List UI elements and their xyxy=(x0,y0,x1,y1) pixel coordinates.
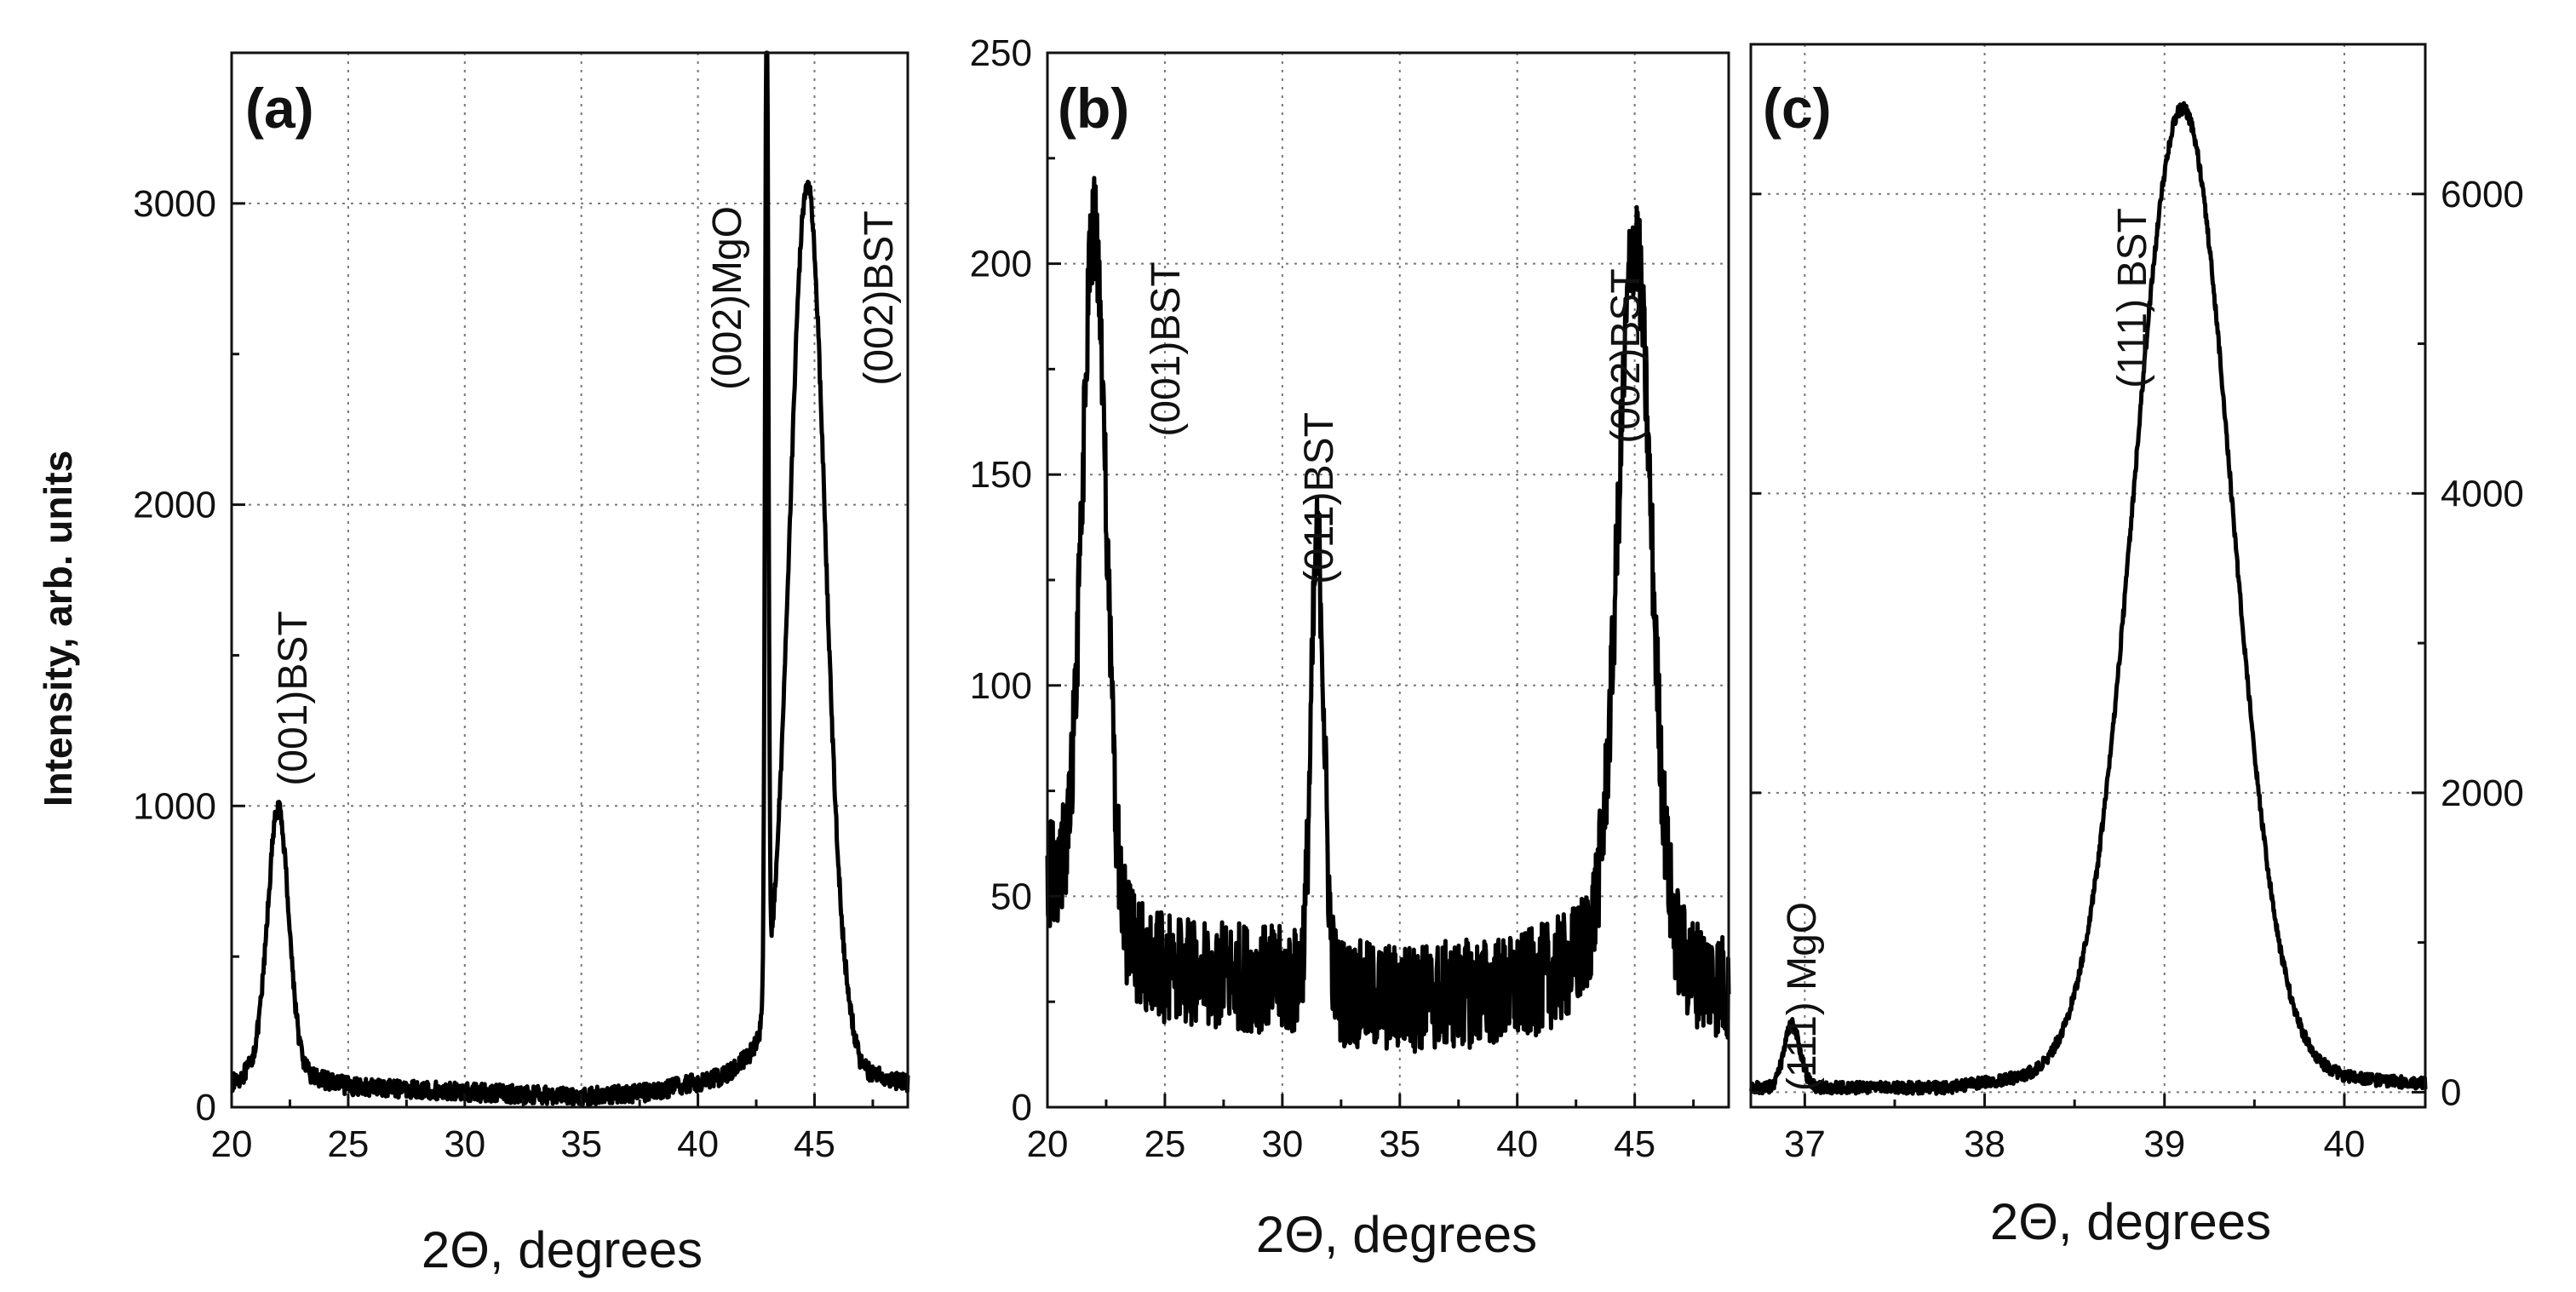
plot-frame-a xyxy=(230,51,909,1109)
x-tick-label: 39 xyxy=(2143,1123,2185,1165)
panel-a: 20 25 30 35 40 45 0 1000 2000 3000 (a) 2Θ, degree… xyxy=(36,50,910,1278)
xrd-curve-a xyxy=(230,50,910,1107)
y-tick-label: 0 xyxy=(2441,1071,2461,1113)
x-tick-label: 25 xyxy=(1144,1123,1185,1165)
x-tick-label: 45 xyxy=(1614,1123,1655,1165)
peak-label: (002)MgO xyxy=(705,206,750,390)
panel-b: 20 25 30 35 40 45 0 50 100 150 200 250 (b) 2Θ, degr… xyxy=(970,32,1731,1263)
x-tick-label: 40 xyxy=(1496,1123,1538,1165)
peak-label: (111) MgO xyxy=(1780,902,1825,1091)
y-tick-label: 150 xyxy=(970,454,1032,496)
x-axis-title-b: 2Θ, degrees xyxy=(1256,1206,1537,1263)
x-tick-label: 40 xyxy=(2323,1123,2365,1165)
y-tick-label: 3000 xyxy=(133,183,216,225)
x-tick-label: 38 xyxy=(1964,1123,2005,1165)
y-tick-label: 1000 xyxy=(133,785,216,827)
x-tick-label: 30 xyxy=(1261,1123,1303,1165)
y-tick-label: 200 xyxy=(970,244,1032,285)
peak-label: (002)BST xyxy=(1604,268,1649,443)
y-tick-label: 0 xyxy=(196,1087,216,1128)
xrd-curve-b xyxy=(1045,175,1731,1054)
panel-label-a: (a) xyxy=(245,77,314,140)
y-tick-label: 100 xyxy=(970,665,1032,707)
peak-label: (001)BST xyxy=(271,611,316,785)
peak-label: (002)BST xyxy=(857,210,902,385)
y-tick-label: 6000 xyxy=(2441,174,2524,215)
xrd-curve-c xyxy=(1749,100,2428,1096)
x-axis-title-a: 2Θ, degrees xyxy=(422,1221,703,1278)
y-tick-label: 0 xyxy=(1012,1087,1032,1128)
y-tick-label: 50 xyxy=(990,876,1032,917)
peak-label: (111) BST xyxy=(2110,208,2155,388)
panel-c: 37 38 39 40 0 2000 4000 6000 (c) 2Θ, degrees (1… xyxy=(1749,43,2524,1250)
x-tick-label: 37 xyxy=(1784,1123,1826,1165)
peak-label: (001)BST xyxy=(1144,261,1189,436)
y-tick-label: 250 xyxy=(970,32,1032,74)
x-axis-title-c: 2Θ, degrees xyxy=(1990,1193,2271,1250)
y-tick-label: 4000 xyxy=(2441,473,2524,514)
y-tick-label: 2000 xyxy=(133,485,216,526)
y-axis-title: Intensity, arb. units xyxy=(36,451,80,807)
y-tick-label: 2000 xyxy=(2441,772,2524,814)
x-tick-label: 20 xyxy=(1027,1123,1069,1165)
panel-label-c: (c) xyxy=(1763,77,1832,140)
x-tick-label: 40 xyxy=(677,1123,719,1165)
peak-label: (011)BST xyxy=(1297,412,1342,584)
panel-label-b: (b) xyxy=(1058,77,1129,140)
x-tick-label: 45 xyxy=(794,1123,835,1165)
x-tick-label: 35 xyxy=(1379,1123,1420,1165)
x-tick-label: 30 xyxy=(444,1123,485,1165)
plot-frame-c xyxy=(1749,43,2427,1109)
x-tick-label: 35 xyxy=(560,1123,602,1165)
x-tick-label: 20 xyxy=(211,1123,253,1165)
x-tick-label: 25 xyxy=(327,1123,369,1165)
